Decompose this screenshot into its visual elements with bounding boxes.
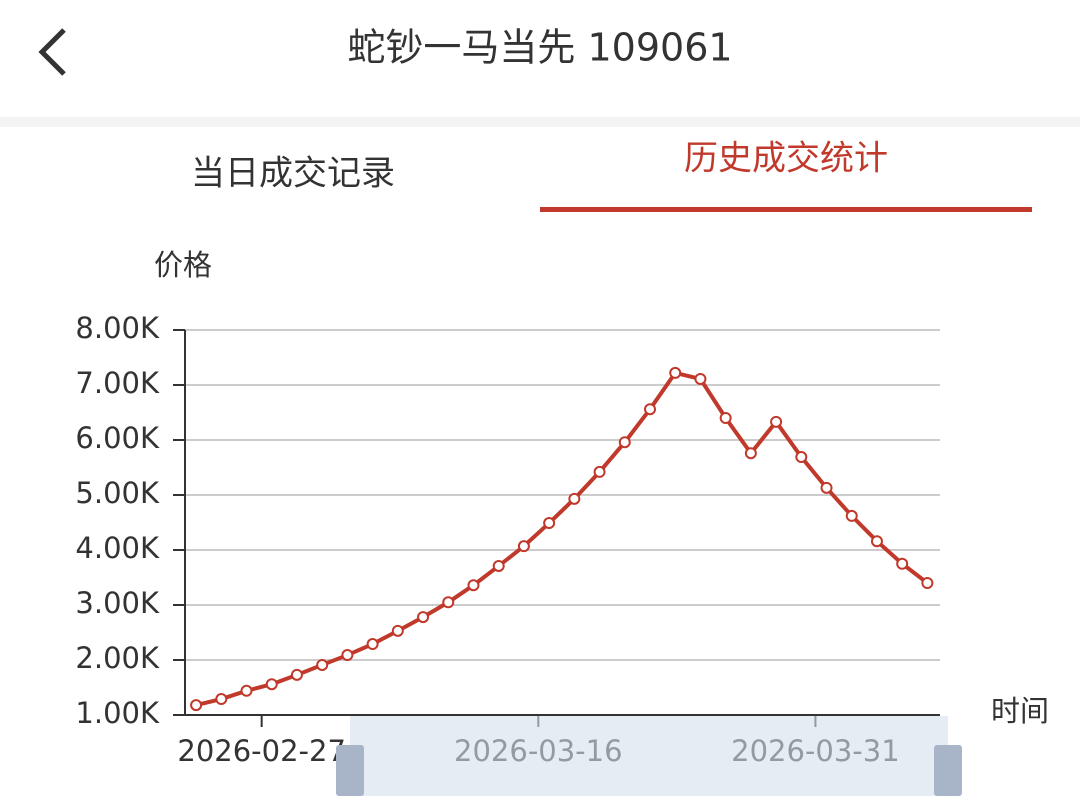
data-point bbox=[391, 624, 404, 637]
data-point bbox=[770, 415, 783, 428]
zoom-handle[interactable] bbox=[934, 745, 962, 796]
data-point bbox=[215, 693, 228, 706]
data-point bbox=[442, 596, 455, 609]
data-point bbox=[870, 535, 883, 548]
data-point bbox=[593, 465, 606, 478]
x-tick-label: 2026-02-27 bbox=[177, 734, 346, 768]
data-point bbox=[417, 611, 430, 624]
y-tick-label: 7.00K bbox=[75, 366, 160, 400]
divider bbox=[0, 117, 1080, 127]
y-axis-title: 价格 bbox=[154, 248, 212, 282]
data-point bbox=[290, 668, 303, 681]
y-tick-label: 2.00K bbox=[75, 641, 160, 675]
data-point bbox=[744, 447, 757, 460]
data-point bbox=[845, 509, 858, 522]
data-point bbox=[820, 481, 833, 494]
data-point bbox=[896, 557, 909, 570]
data-point bbox=[795, 451, 808, 464]
y-tick-label: 1.00K bbox=[75, 696, 160, 730]
data-point bbox=[240, 684, 253, 697]
data-point bbox=[618, 436, 631, 449]
data-point bbox=[316, 658, 329, 671]
y-tick-label: 6.00K bbox=[75, 421, 160, 455]
zoom-window bbox=[350, 716, 948, 796]
back-button[interactable] bbox=[38, 28, 66, 76]
data-point bbox=[543, 517, 556, 530]
x-axis-title: 时间 bbox=[991, 694, 1049, 728]
y-tick-label: 8.00K bbox=[75, 311, 160, 345]
data-point bbox=[366, 638, 379, 651]
data-point bbox=[921, 577, 934, 589]
y-tick-label: 4.00K bbox=[75, 531, 160, 565]
y-tick-label: 3.00K bbox=[75, 586, 160, 620]
data-point bbox=[190, 699, 203, 712]
y-tick-label: 5.00K bbox=[75, 476, 160, 510]
data-zoom[interactable] bbox=[336, 716, 962, 796]
data-point bbox=[719, 412, 732, 424]
tab[interactable]: 当日成交记录 bbox=[191, 154, 395, 194]
data-point bbox=[694, 372, 707, 385]
data-point bbox=[644, 403, 657, 416]
data-point bbox=[492, 559, 505, 572]
tab-underline bbox=[540, 207, 1032, 212]
data-point bbox=[669, 366, 682, 379]
data-point bbox=[517, 540, 530, 553]
data-point bbox=[568, 492, 581, 505]
data-point bbox=[265, 678, 278, 691]
tab-active[interactable]: 历史成交统计 bbox=[684, 139, 888, 179]
zoom-handle[interactable] bbox=[336, 745, 364, 796]
data-point bbox=[341, 649, 354, 662]
data-point bbox=[467, 579, 480, 592]
data-line bbox=[195, 370, 929, 708]
page-title: 蛇钞一马当先 109061 bbox=[347, 26, 732, 70]
